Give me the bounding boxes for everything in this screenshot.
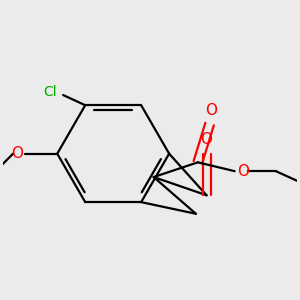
Text: O: O	[201, 132, 213, 147]
Text: O: O	[238, 164, 250, 179]
Text: Cl: Cl	[44, 85, 57, 99]
Text: O: O	[205, 103, 217, 118]
Text: O: O	[11, 146, 23, 161]
